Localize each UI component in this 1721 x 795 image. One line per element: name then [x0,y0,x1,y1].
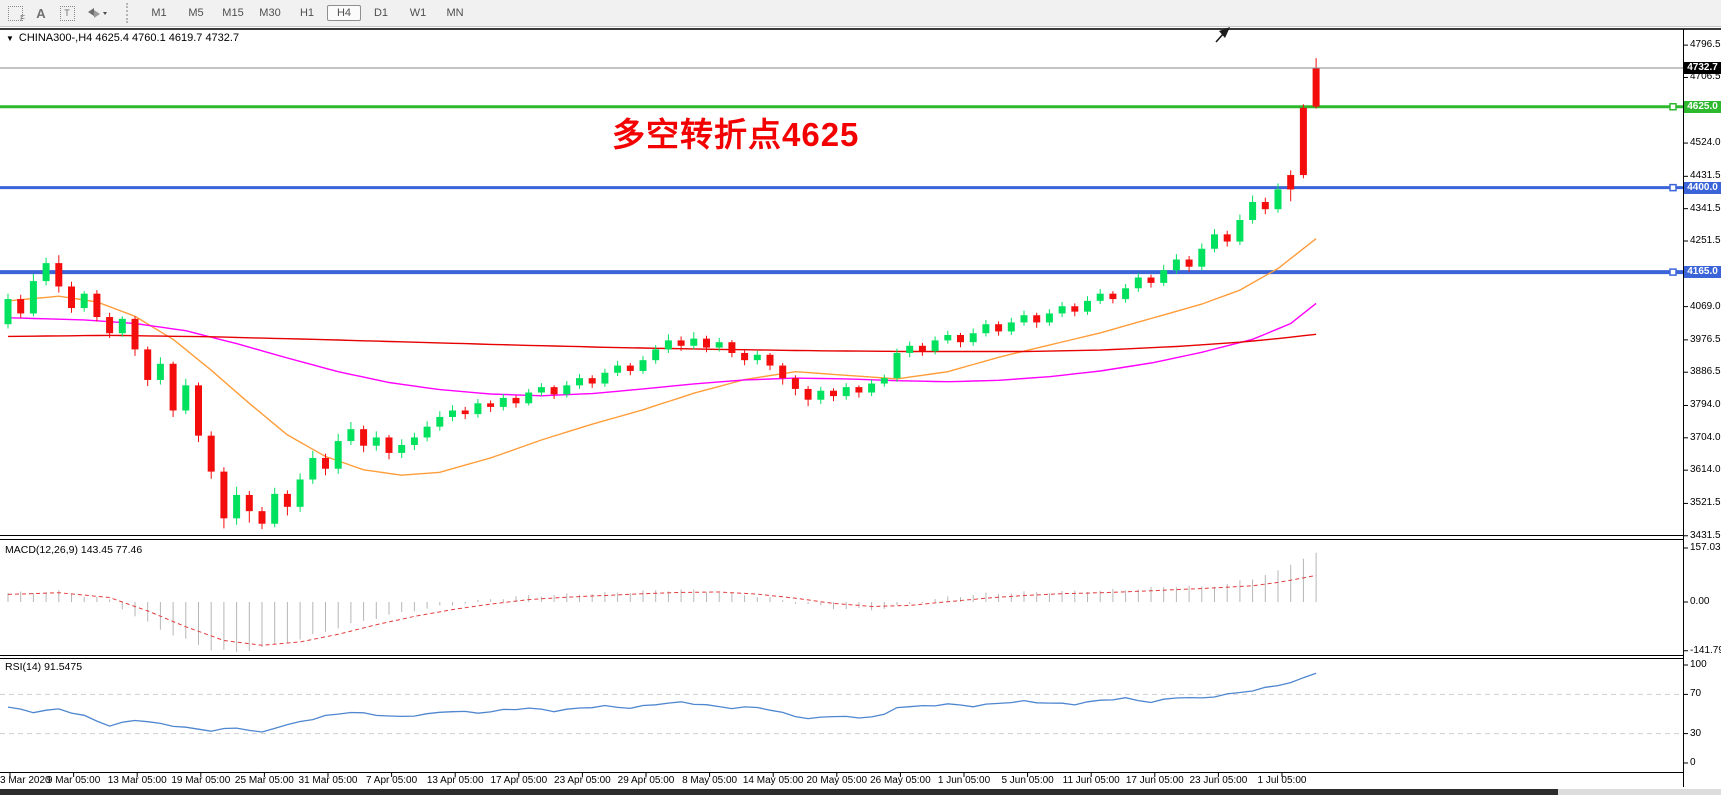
price-tick-label: 3431.5 [1690,529,1721,541]
timeframe-button-H4[interactable]: H4 [327,5,361,21]
price-tick-label: 3521.5 [1690,497,1721,509]
chart-symbol-title[interactable]: ▼ CHINA300-,H4 4625.4 4760.1 4619.7 4732… [6,32,239,44]
macd-indicator-label: MACD(12,26,9) 143.45 77.46 [5,544,143,556]
rsi-tick-label: 100 [1690,659,1707,670]
level-line-handle-4625.0[interactable] [1669,103,1677,111]
date-tick-label: 20 May 05:00 [806,775,868,786]
date-tick-label: 1 Jul 05:00 [1257,775,1307,786]
date-tick-label: 13 Apr 05:00 [426,775,484,786]
price-tick-label: 4706.5 [1690,71,1721,83]
price-tick-label: 4341.5 [1690,202,1721,214]
price-tick-label: 4251.5 [1690,235,1721,246]
text-box-icon[interactable]: T [56,3,78,23]
grid-f-icon-glyph [7,5,23,21]
price-tick-label: 4524.0 [1690,137,1721,149]
level-line-handle-4400.0[interactable] [1669,183,1677,192]
rsi-tick-label: 70 [1690,688,1702,700]
macd-tick-label: 157.03 [1690,542,1721,553]
level-line-handle-4165.0[interactable] [1669,268,1677,276]
date-tick-label: 3 Mar 2020 [0,775,51,786]
price-tick-label: 3614.0 [1690,464,1721,476]
macd-histogram [7,552,1317,652]
date-tick-label: 17 Apr 05:00 [490,775,548,786]
ma-mid-line [7,302,1317,397]
date-tick-label: 7 Apr 05:00 [366,775,418,786]
timeframe-button-H1[interactable]: H1 [299,7,315,19]
rsi-line [7,672,1317,733]
ma-slow-line [7,333,1317,353]
date-tick-label: 26 May 05:00 [870,775,931,786]
rsi-indicator-label: RSI(14) 91.5475 [5,661,83,673]
current-price-tag: 4732.7 [1684,62,1721,75]
annotation-text[interactable]: 多空转折点4625 [612,116,860,153]
horizontal-scrollbar-thumb[interactable] [0,789,1558,795]
price-tag-4400.0: 4400.0 [1684,181,1721,194]
date-tick-label: 31 Mar 05:00 [298,775,358,786]
timeframe-button-M5[interactable]: M5 [188,7,204,19]
price-tick-label: 3886.5 [1690,366,1721,378]
price-tag-4165.0: 4165.0 [1684,266,1721,279]
price-tick-label: 4431.5 [1690,170,1721,182]
timeframe-button-MN[interactable]: MN [446,7,464,19]
symbol-ohlc-text: CHINA300-,H4 4625.4 4760.1 4619.7 4732.7 [18,32,240,44]
horizontal-scrollbar[interactable] [0,789,1721,795]
cursor-arrow [1215,27,1230,43]
date-tick-label: 9 Mar 05:00 [46,775,101,786]
timeframe-button-M30[interactable]: M30 [259,7,281,19]
price-tag-4625.0: 4625.0 [1684,100,1721,113]
chevron-down-icon: ▼ [6,33,14,43]
date-tick-label: 23 Apr 05:00 [554,775,611,786]
toolbar-grip[interactable] [126,3,134,23]
rsi-tick-label: 30 [1690,727,1702,739]
date-tick-label: 14 May 05:00 [742,775,804,786]
rsi-tick-label: 0 [1690,757,1696,768]
date-tick-label: 8 May 05:00 [682,775,738,786]
date-tick-label: 17 Jun 05:00 [1125,775,1184,786]
ma-fast-line [7,238,1317,476]
date-tick-label: 25 Mar 05:00 [234,775,294,786]
price-tick-label: 4796.5 [1690,39,1721,51]
grid-f-icon[interactable]: F [4,3,26,23]
date-tick-label: 1 Jun 05:00 [937,775,991,786]
toolbar: F A T M1 M5 M15 M30 H1 H4 D1 W1 MN [0,0,1721,27]
date-tick-label: 5 Jun 05:00 [1001,775,1054,786]
price-tick-label: 4069.0 [1690,300,1721,312]
text-a-icon[interactable]: A [36,5,46,21]
price-tick-label: 3976.5 [1690,333,1721,345]
date-tick-label: 19 Mar 05:00 [171,775,231,786]
date-tick-label: 11 Jun 05:00 [1062,775,1120,786]
date-tick-label: 29 Apr 05:00 [617,775,675,786]
timeframe-button-W1[interactable]: W1 [409,7,427,19]
date-tick-label: 23 Jun 05:00 [1189,775,1248,786]
macd-signal-line [7,574,1317,646]
timeframe-button-M15[interactable]: M15 [222,7,244,19]
date-tick-label: 13 Mar 05:00 [107,775,167,786]
price-tick-label: 3704.0 [1690,431,1721,443]
macd-tick-label: 0.00 [1690,596,1710,607]
macd-tick-label: -141.79 [1690,644,1721,656]
timeframe-toolbar: M1 M5 M15 M30 H1 H4 D1 W1 MN [142,5,475,21]
cycle-arrows-icon[interactable] [82,3,112,23]
price-tick-label: 3794.0 [1690,399,1721,411]
timeframe-button-D1[interactable]: D1 [373,7,389,19]
timeframe-button-M1[interactable]: M1 [151,7,167,19]
